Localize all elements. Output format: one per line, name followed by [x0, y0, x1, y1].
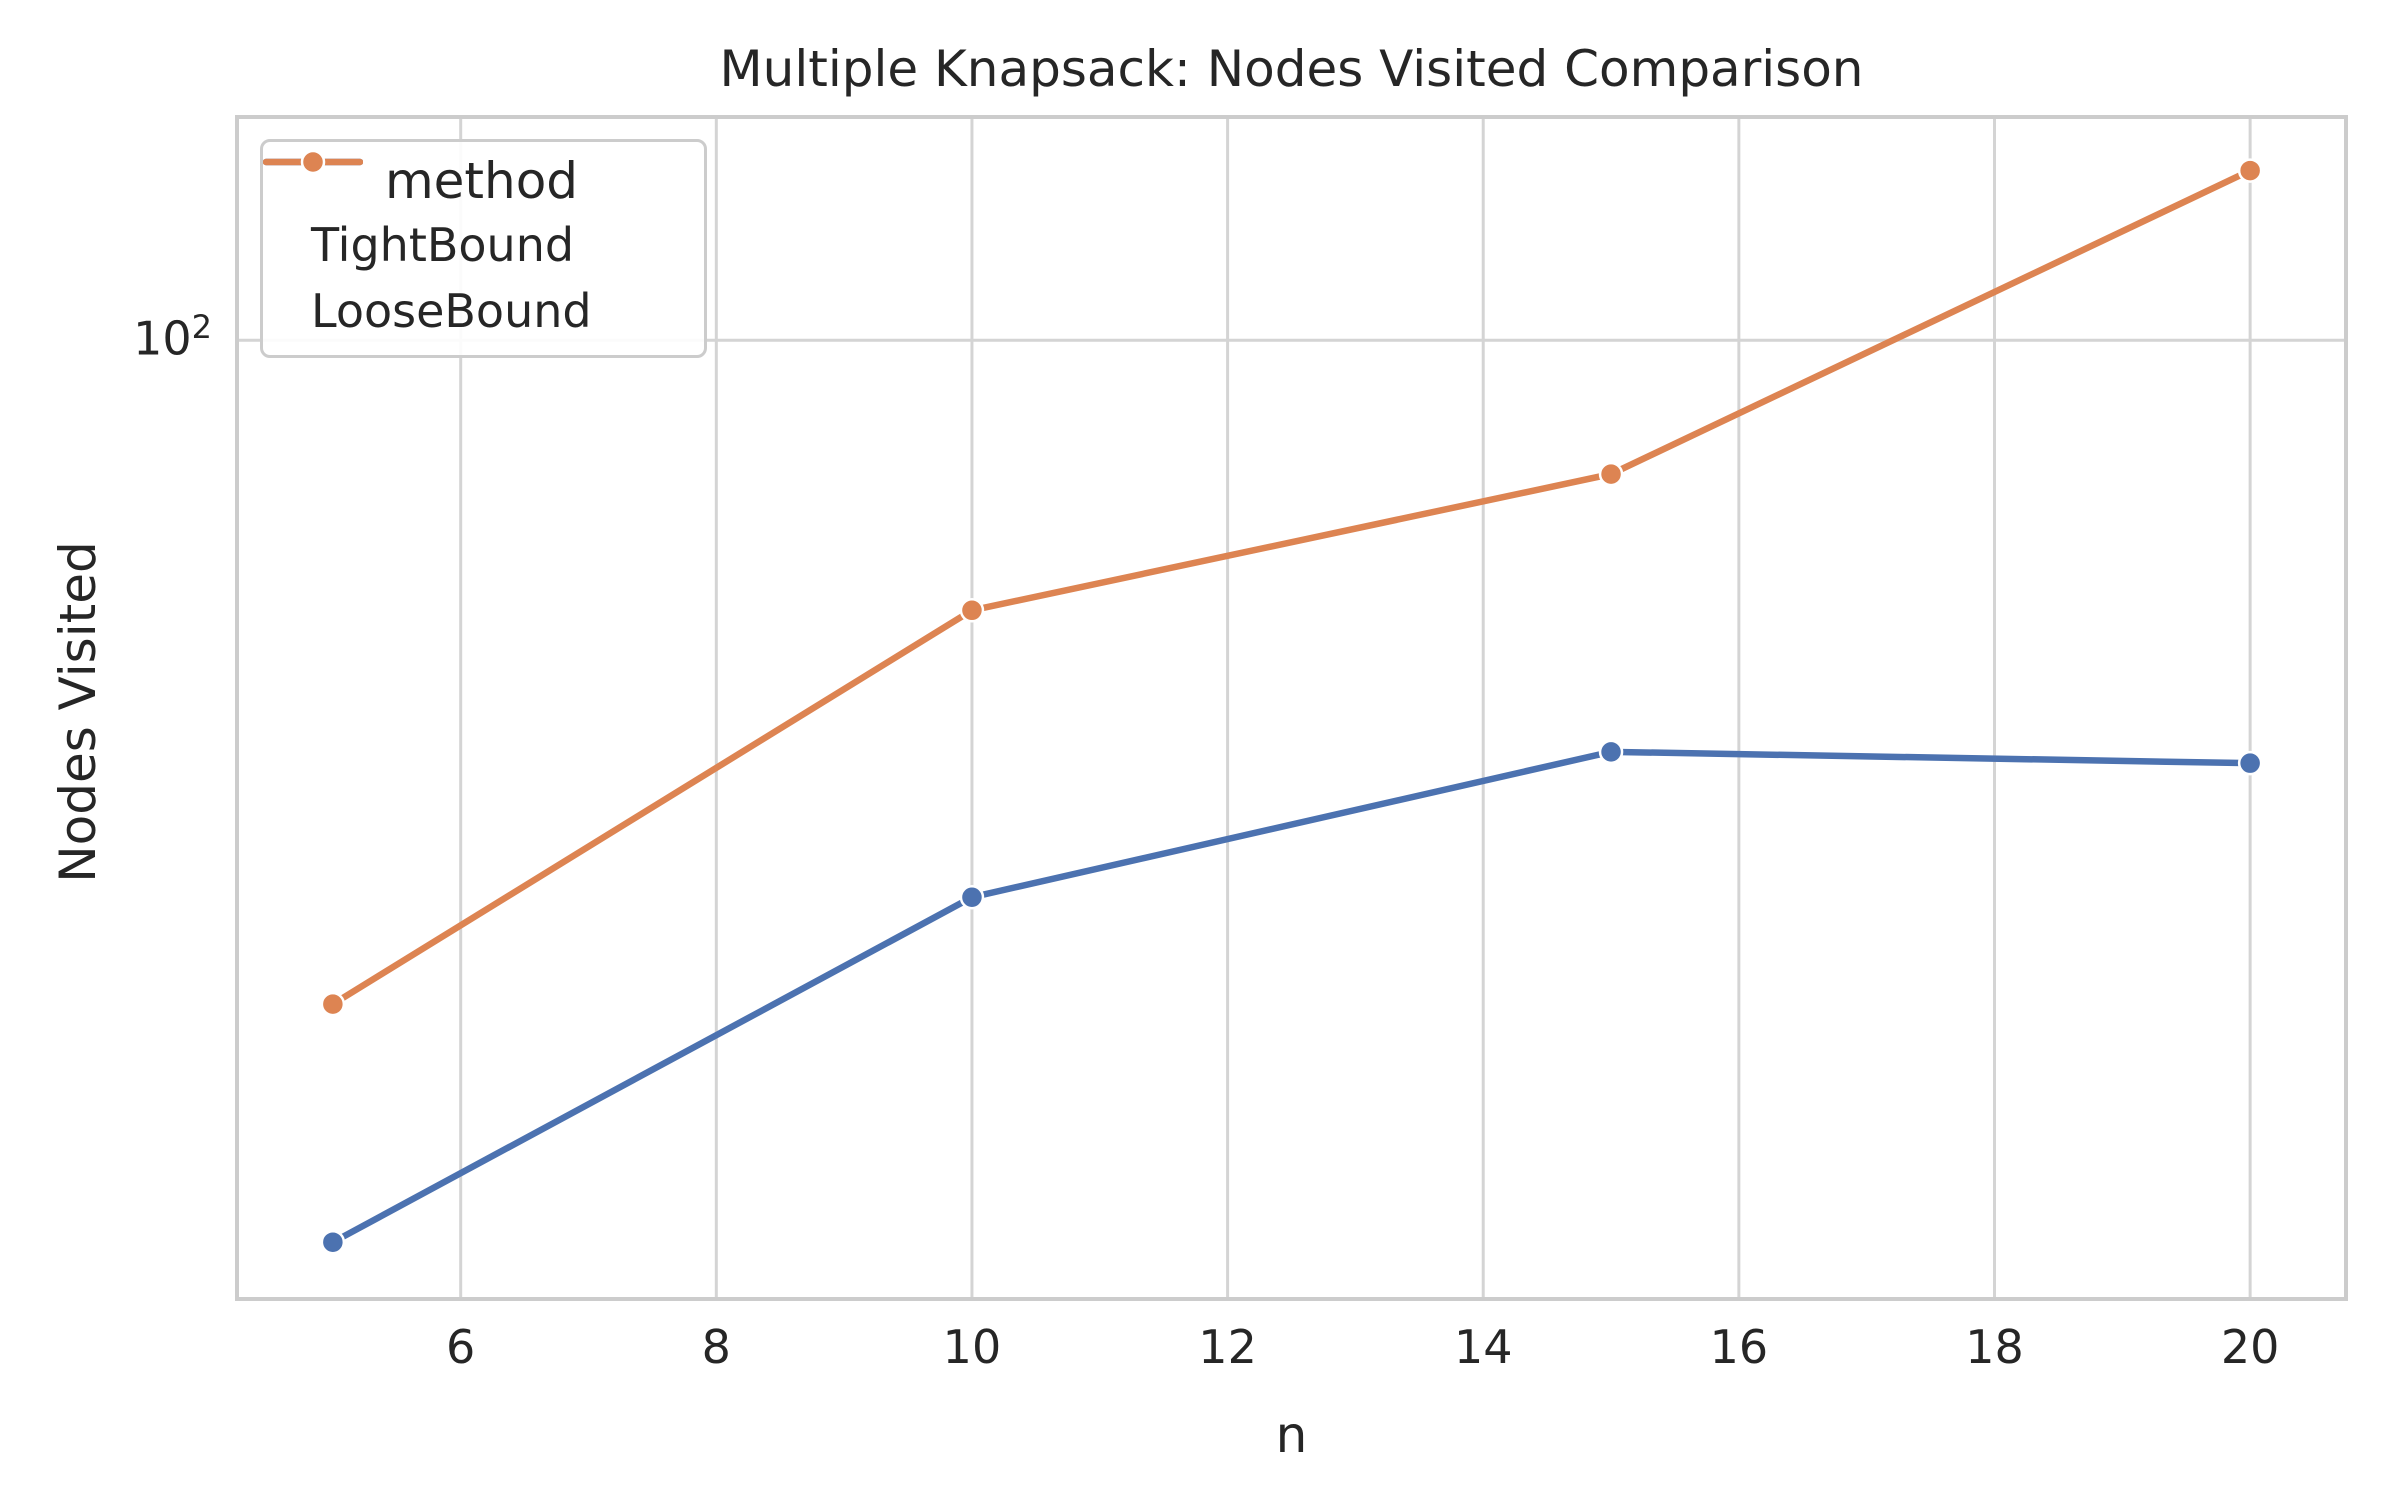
marker-TightBound-n15	[1598, 739, 1624, 765]
marker-TightBound-n5	[320, 1229, 346, 1255]
legend-label-LooseBound: LooseBound	[311, 284, 592, 338]
legend-entries: TightBound LooseBound	[263, 149, 686, 344]
legend-marker	[300, 149, 326, 175]
series-line-TightBound	[329, 748, 2254, 1246]
legend-row-LooseBound: LooseBound	[263, 149, 686, 344]
y-tick-label: 102	[133, 308, 212, 366]
axes-spines	[235, 115, 2348, 1301]
legend-title: method	[384, 152, 579, 210]
x-tick-label-20: 20	[2220, 1320, 2280, 1374]
legend-line-marker-icon	[263, 149, 363, 175]
x-tick-label-16: 16	[1709, 1320, 1769, 1374]
x-tick-label-10: 10	[942, 1320, 1002, 1374]
y-axis-label: Nodes Visited	[49, 541, 107, 883]
marker-LooseBound-n10	[959, 598, 985, 623]
y-tick-exponent: 2	[191, 308, 212, 347]
x-tick-label-18: 18	[1965, 1320, 2024, 1374]
x-tick-label-8: 8	[701, 1320, 731, 1374]
marker-TightBound-n20	[2237, 750, 2263, 776]
chart-title: Multiple Knapsack: Nodes Visited Compari…	[719, 40, 1864, 98]
x-tick-label-14: 14	[1453, 1320, 1513, 1374]
marker-TightBound-n10	[959, 884, 985, 910]
x-axis-label: n	[1275, 1406, 1308, 1464]
marker-LooseBound-n15	[1598, 461, 1624, 487]
legend-label-TightBound: TightBound	[311, 218, 575, 272]
series-line-LooseBound	[329, 167, 2254, 1008]
x-tick-label-12: 12	[1198, 1320, 1257, 1374]
legend-row-TightBound: TightBound	[263, 149, 686, 278]
marker-LooseBound-n5	[320, 991, 346, 1017]
x-tick-label-6: 6	[446, 1320, 476, 1374]
legend: method TightBound LooseBound	[260, 139, 707, 358]
marker-LooseBound-n20	[2237, 158, 2263, 183]
